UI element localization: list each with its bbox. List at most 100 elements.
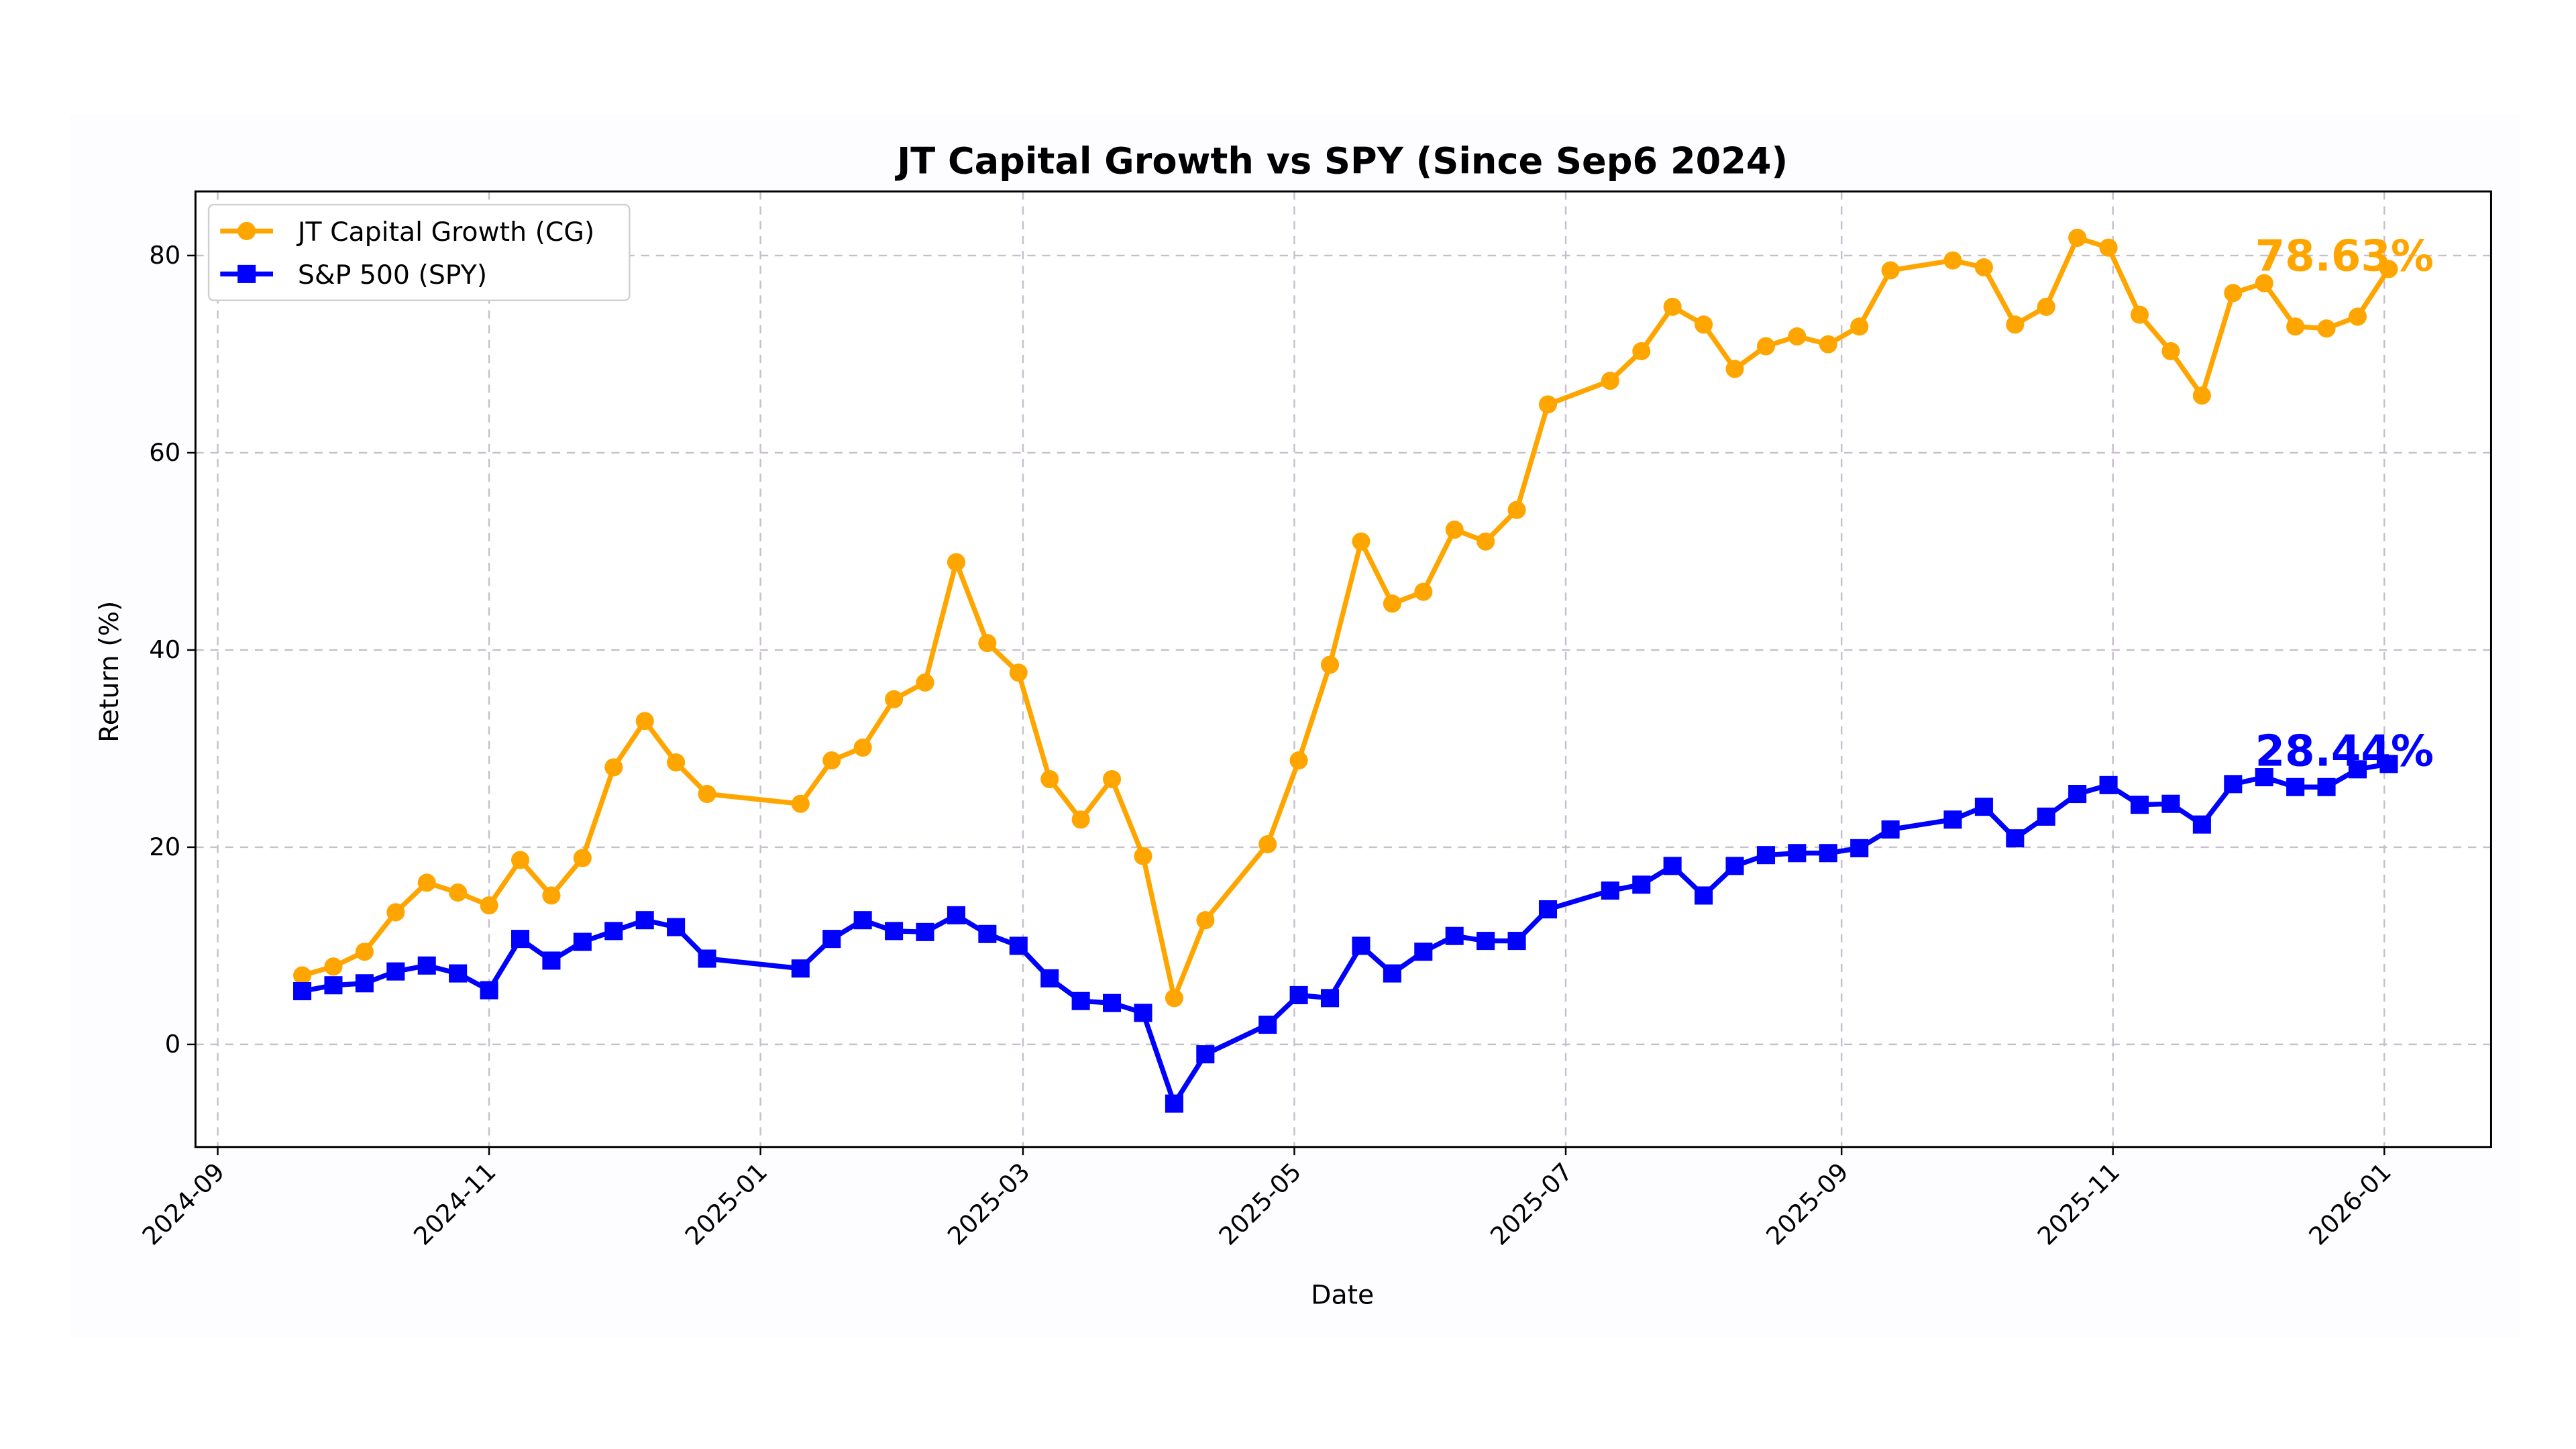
- data-point-spy: [1663, 857, 1682, 875]
- data-point-spy: [355, 974, 374, 993]
- data-point-cg: [2068, 228, 2087, 247]
- data-point-cg: [293, 966, 312, 985]
- data-point-spy: [1477, 932, 1495, 951]
- data-point-cg: [1663, 297, 1682, 316]
- series-group: [293, 228, 2398, 1113]
- data-point-cg: [2161, 341, 2180, 361]
- data-point-spy: [885, 922, 904, 941]
- data-point-cg: [885, 690, 904, 708]
- data-point-cg: [791, 794, 810, 813]
- data-point-spy: [1974, 798, 1993, 816]
- data-point-spy: [604, 922, 623, 941]
- data-point-cg: [1756, 337, 1775, 356]
- data-point-spy: [386, 962, 405, 981]
- data-point-spy: [1601, 881, 1619, 900]
- data-point-spy: [573, 932, 592, 951]
- data-point-cg: [2224, 284, 2243, 303]
- data-point-cg: [1881, 261, 1900, 280]
- data-point-spy: [2317, 777, 2336, 796]
- data-point-cg: [1040, 769, 1059, 789]
- data-point-spy: [2348, 760, 2367, 779]
- data-point-cg: [1601, 372, 1619, 390]
- data-point-cg: [978, 634, 997, 653]
- data-point-cg: [355, 943, 374, 961]
- data-point-spy: [2379, 755, 2398, 773]
- data-point-cg: [947, 553, 965, 572]
- data-point-spy: [1071, 991, 1090, 1010]
- data-point-spy: [2068, 785, 2087, 804]
- data-point-spy: [449, 964, 468, 983]
- y-tick-label: 20: [149, 833, 180, 861]
- data-point-cg: [1445, 521, 1464, 539]
- data-point-spy: [978, 924, 997, 943]
- data-point-cg: [1383, 594, 1401, 613]
- data-point-spy: [1850, 839, 1869, 857]
- data-point-spy: [635, 911, 654, 930]
- data-point-spy: [2099, 775, 2118, 794]
- data-point-spy: [480, 981, 498, 1000]
- data-point-cg: [1289, 751, 1308, 770]
- data-point-spy: [1320, 989, 1340, 1008]
- data-point-cg: [2348, 307, 2367, 326]
- data-point-cg: [1788, 327, 1807, 345]
- data-point-cg: [2286, 317, 2305, 336]
- data-point-cg: [822, 751, 841, 770]
- data-point-spy: [1040, 969, 1059, 987]
- data-point-cg: [698, 785, 716, 804]
- data-point-spy: [667, 918, 686, 936]
- data-point-cg: [1414, 582, 1433, 601]
- data-point-cg: [1943, 251, 1962, 270]
- data-point-cg: [511, 851, 530, 869]
- data-point-spy: [1165, 1094, 1183, 1113]
- legend: JT Capital Growth (CG) S&P 500 (SPY): [207, 203, 631, 301]
- data-point-cg: [1071, 810, 1090, 829]
- data-point-cg: [480, 896, 498, 915]
- end-label-cg: 78.63%: [2255, 232, 2434, 282]
- data-point-spy: [1289, 985, 1308, 1004]
- data-point-cg: [1974, 258, 1993, 277]
- data-point-cg: [1352, 532, 1371, 551]
- data-point-spy: [1725, 857, 1744, 875]
- data-point-spy: [1788, 844, 1807, 863]
- end-label-spy: 28.44%: [2255, 727, 2434, 776]
- data-point-spy: [791, 959, 810, 978]
- data-point-cg: [635, 712, 654, 731]
- data-point-spy: [853, 911, 872, 930]
- data-point-cg: [324, 957, 343, 976]
- data-point-cg: [1320, 655, 1340, 674]
- y-tick-label: 80: [149, 241, 180, 270]
- data-point-spy: [324, 976, 343, 995]
- data-point-cg: [1196, 911, 1215, 930]
- data-point-spy: [1695, 886, 1713, 905]
- data-point-spy: [916, 922, 934, 941]
- data-point-spy: [2037, 807, 2055, 826]
- data-point-cg: [449, 883, 468, 902]
- end-labels: 78.63% 28.44%: [2255, 232, 2434, 777]
- legend-box: [207, 203, 631, 301]
- data-point-spy: [1134, 1004, 1152, 1022]
- data-point-cg: [1850, 317, 1869, 336]
- data-point-spy: [417, 956, 436, 975]
- data-point-spy: [1414, 943, 1433, 961]
- data-point-cg: [2006, 315, 2025, 334]
- data-point-cg: [2317, 319, 2336, 338]
- data-point-cg: [2099, 238, 2118, 257]
- y-tick-label: 0: [165, 1030, 180, 1059]
- data-point-cg: [2037, 297, 2055, 316]
- data-point-spy: [1881, 820, 1900, 839]
- data-point-cg: [604, 758, 623, 777]
- y-tick-label: 60: [149, 438, 180, 467]
- legend-label-spy: S&P 500 (SPY): [298, 260, 487, 290]
- data-point-spy: [1258, 1015, 1277, 1034]
- data-point-cg: [667, 753, 686, 772]
- data-point-spy: [2192, 815, 2211, 834]
- plot-frame: [194, 190, 2492, 1148]
- data-point-cg: [1165, 989, 1183, 1008]
- data-point-cg: [1258, 835, 1277, 854]
- data-point-spy: [2006, 829, 2025, 848]
- data-point-cg: [386, 903, 405, 922]
- data-point-cg: [2192, 386, 2211, 405]
- data-point-spy: [2224, 775, 2243, 794]
- data-point-spy: [1196, 1045, 1215, 1064]
- data-point-cg: [1632, 341, 1651, 361]
